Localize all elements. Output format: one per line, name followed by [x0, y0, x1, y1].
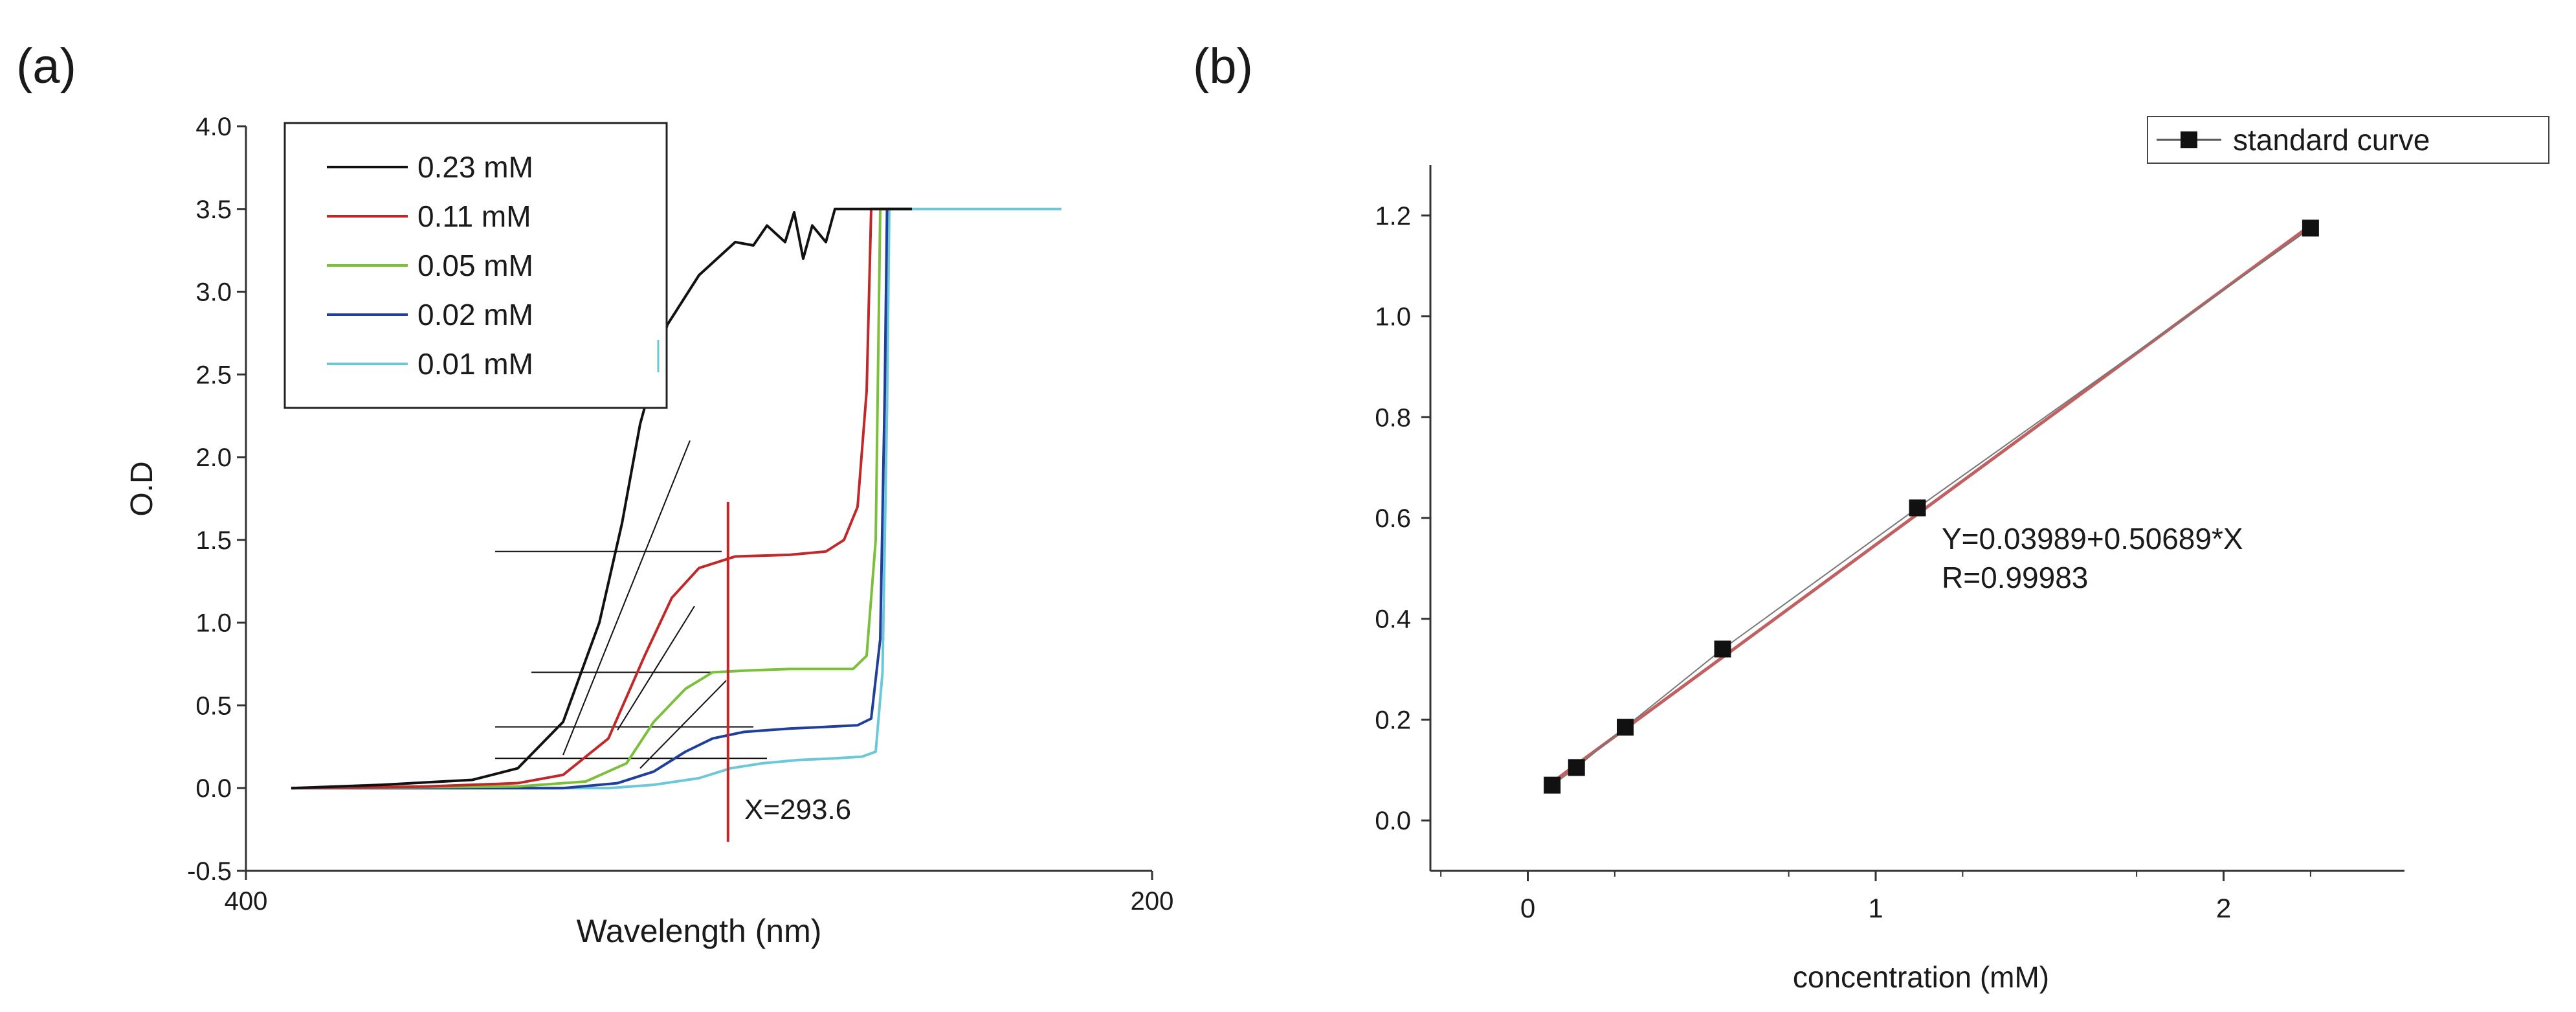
panel-b-data-point	[2302, 219, 2319, 237]
panel-a-y-tick-label: 0.0	[195, 774, 232, 803]
panel-b-x-tick-label: 1	[1868, 893, 1883, 923]
panel-a-legend: 0.23 mM 0.11 mM 0.05 mM 0.02 mM 0.01 mM	[283, 122, 668, 409]
panel-a-legend-label: 0.23 mM	[417, 150, 533, 184]
panel-a-y-axis-title: O.D	[125, 461, 159, 516]
panel-a-annotation: X=293.6	[744, 794, 851, 826]
panel-a-x-tick-label: 400	[225, 887, 268, 916]
panel-b-r-value: R=0.99983	[1942, 561, 2088, 594]
panel-b-data-point	[1909, 499, 1926, 517]
panel-a-y-ticks: -0.5 0.0 0.5 1.0 1.5 2.0 2.5 3.0 3.5 4.0	[187, 113, 246, 886]
panel-b-legend-marker	[2181, 131, 2197, 148]
panel-b-x-tick-label: 2	[2216, 893, 2231, 923]
panel-b-data-point	[1617, 719, 1634, 736]
panel-a-series-line	[291, 207, 912, 790]
panel-b-series-line	[1551, 227, 2311, 786]
panel-b-y-tick-label: 0.2	[1375, 706, 1411, 734]
panel-a-x-axis-title: Wavelength (nm)	[577, 913, 822, 949]
panel-a-series	[291, 207, 1061, 790]
panel-b-y-tick-label: 1.2	[1375, 202, 1411, 231]
panel-a-x-tick-label: 200	[1131, 887, 1174, 916]
panel-b-label: (b)	[1193, 39, 1253, 94]
panel-a-y-tick-label: 3.5	[195, 196, 232, 224]
panel-a: (a) -0.5 0.0 0.5 1.0 1.5 2.0 2.5 3.0 3.5 4.0 400 2…	[16, 39, 1173, 949]
panel-a-y-tick-label: 3.0	[195, 278, 232, 307]
panel-a-series-line	[291, 207, 912, 790]
panel-b-y-tick-label: 1.0	[1375, 303, 1411, 332]
panel-a-y-tick-label: 0.5	[195, 692, 232, 720]
panel-b-data-point	[1714, 640, 1731, 658]
panel-b-legend: standard curve	[2147, 116, 2549, 164]
panel-a-y-tick-label: 2.0	[195, 444, 232, 472]
panel-a-tangent-lines	[495, 440, 767, 769]
panel-a-y-tick-label: 4.0	[195, 113, 232, 141]
panel-a-y-tick-label: 1.5	[195, 526, 232, 555]
panel-a-series-line	[291, 207, 912, 790]
panel-a-tangent-line	[639, 680, 727, 769]
panel-b-points	[1544, 219, 2319, 794]
panel-b-y-tick-label: 0.4	[1375, 605, 1411, 634]
panel-a-label: (a)	[16, 39, 76, 94]
panel-a-tangent-line	[617, 605, 695, 731]
panel-b-x-ticks: 0 1 2	[1440, 871, 2311, 923]
panel-a-y-tick-label: 2.5	[195, 361, 232, 389]
panel-b-data-point	[1568, 759, 1585, 776]
panel-b-y-ticks: 0.0 0.2 0.4 0.6 0.8 1.0 1.2	[1375, 202, 1430, 835]
panel-a-legend-label: 0.01 mM	[417, 347, 533, 381]
panel-b-x-axis-title: concentration (mM)	[1793, 960, 2049, 994]
panel-b-y-tick-label: 0.8	[1375, 403, 1411, 432]
panel-b-y-tick-label: 0.6	[1375, 504, 1411, 533]
panel-b-data-point	[1544, 776, 1561, 794]
panel-a-y-tick-label: -0.5	[187, 857, 232, 886]
panel-b-y-tick-label: 0.0	[1375, 807, 1411, 835]
panel-a-y-tick-label: 1.0	[195, 609, 232, 638]
panel-b: (b) 0.0 0.2 0.4 0.6 0.8 1.0 1.2 0 1 2 concentrat…	[1193, 39, 2549, 994]
panel-a-legend-label: 0.11 mM	[417, 199, 531, 233]
panel-a-series-line	[291, 207, 889, 790]
panel-a-tangent-line	[562, 440, 691, 756]
panel-a-legend-label: 0.05 mM	[417, 249, 533, 282]
panel-a-legend-label: 0.02 mM	[417, 298, 533, 332]
panel-b-equation: Y=0.03989+0.50689*X	[1942, 522, 2243, 556]
panel-a-x-ticks: 400 200	[225, 871, 1174, 916]
panel-b-x-tick-label: 0	[1520, 893, 1535, 923]
panel-a-series-line	[291, 207, 1061, 790]
panel-b-legend-label: standard curve	[2233, 123, 2430, 157]
